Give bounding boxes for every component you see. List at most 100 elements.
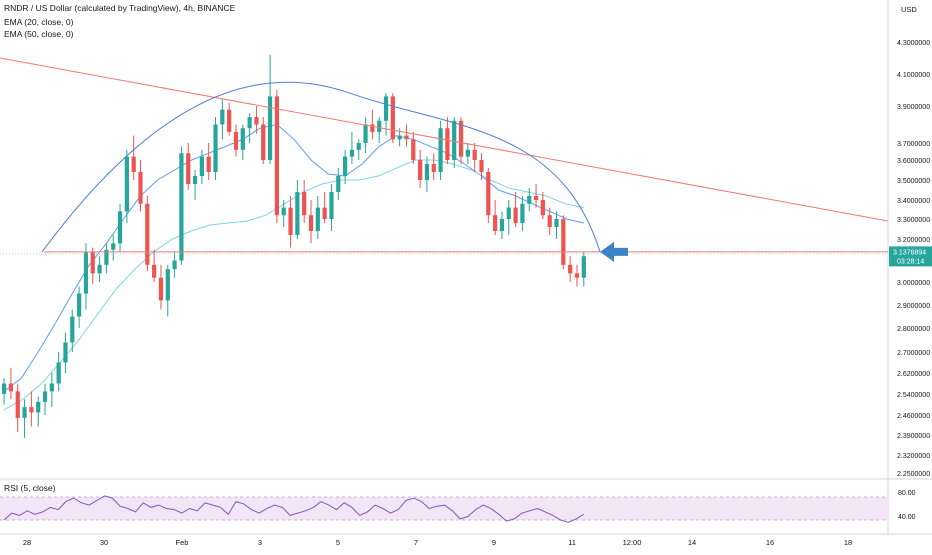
- candle-body: [424, 164, 430, 180]
- candle-body: [247, 117, 252, 129]
- time-tick-label: 5: [336, 538, 340, 547]
- candle-body: [418, 160, 423, 180]
- candle-body: [281, 207, 286, 216]
- time-tick-label: 7: [414, 538, 418, 547]
- candle-body: [2, 383, 7, 394]
- price-tick-label: 2.8000000: [897, 326, 930, 333]
- candle-body: [554, 219, 559, 227]
- current-price-label: 3.1376894: [893, 249, 926, 256]
- candle-body: [452, 120, 457, 160]
- candle-body: [465, 149, 470, 157]
- candle-body: [568, 264, 573, 274]
- price-tick-label: 3.0000000: [897, 280, 930, 287]
- candle-body: [179, 153, 184, 261]
- drawings: [0, 57, 889, 262]
- price-tick-label: 2.3200000: [897, 453, 930, 460]
- candle-body: [445, 128, 450, 160]
- price-tick-label: 2.3900000: [897, 433, 930, 440]
- candle-body: [349, 149, 355, 157]
- candle-body: [22, 407, 27, 418]
- candle-body: [172, 260, 177, 270]
- candle-body: [90, 251, 95, 274]
- candle-body: [261, 124, 266, 160]
- candle-body: [97, 264, 102, 274]
- time-tick-label: 11: [568, 538, 576, 547]
- time-tick-label: 18: [844, 538, 852, 547]
- time-tick-label: 16: [766, 538, 774, 547]
- candle-body: [56, 362, 61, 384]
- candle-body: [111, 243, 116, 250]
- candle-body: [233, 131, 239, 150]
- candle-body: [165, 269, 170, 301]
- price-tick-label: 2.5400000: [897, 392, 930, 399]
- candle-body: [240, 128, 245, 150]
- candle-body: [581, 256, 586, 278]
- candle-body: [158, 277, 164, 301]
- candle-body: [533, 196, 539, 200]
- candle-body: [513, 207, 518, 223]
- current-price-badge: [889, 246, 932, 267]
- time-tick-label: 28: [23, 538, 31, 547]
- time-tick-label: Feb: [176, 538, 189, 547]
- candle-body: [431, 164, 436, 172]
- price-tick-label: 2.6200000: [897, 371, 930, 378]
- candle-body: [302, 192, 307, 216]
- candle-body: [131, 156, 136, 172]
- candle-body: [145, 203, 150, 265]
- rsi-line: [3, 495, 585, 523]
- candle-body: [267, 96, 273, 160]
- candle-body: [397, 135, 402, 140]
- candle-body: [83, 251, 89, 294]
- price-tick-label: 2.7000000: [897, 350, 930, 357]
- candle-body: [63, 342, 68, 363]
- candle-body: [547, 215, 552, 227]
- ema50-legend[interactable]: EMA (50, close, 0): [4, 29, 74, 39]
- candle-body: [520, 203, 525, 223]
- candle-body: [363, 124, 368, 143]
- candle-body: [527, 196, 532, 204]
- price-axis[interactable]: 4.3000000 4.1000000 3.9000000 3.7000000 3.60…: [889, 5, 932, 521]
- candle-body: [390, 96, 395, 140]
- candle-body: [479, 160, 484, 172]
- candle-body: [561, 219, 566, 265]
- time-tick-label: 9: [492, 538, 496, 547]
- candle-body: [77, 293, 82, 317]
- arrow-icon: [600, 241, 628, 262]
- candle-body: [288, 207, 293, 235]
- candle-body: [540, 200, 545, 216]
- candle-body: [499, 219, 505, 231]
- candle-body: [29, 407, 34, 413]
- candle-body: [70, 316, 75, 343]
- main-pane[interactable]: [0, 0, 888, 478]
- candle-body: [574, 273, 580, 278]
- candle-body: [8, 383, 14, 392]
- price-tick-label: 3.7000000: [897, 141, 930, 148]
- candle-body: [254, 117, 259, 125]
- price-tick-label: 3.4000000: [897, 198, 930, 205]
- candle-body: [370, 124, 375, 132]
- time-axis[interactable]: 28 30 Feb 3 5 7 9 11 12:00 14 16 18: [23, 538, 852, 547]
- candle-body: [206, 156, 211, 172]
- price-tick-label: 4.3000000: [897, 40, 930, 47]
- candle-body: [322, 207, 327, 219]
- rsi-pane: [3, 495, 585, 523]
- price-tick-label: 2.4600000: [897, 413, 930, 420]
- time-tick-label: 30: [100, 538, 108, 547]
- candle-body: [315, 207, 320, 231]
- candle-body: [493, 215, 498, 231]
- price-tick-label: 3.5000000: [897, 178, 930, 185]
- candle-body: [138, 172, 143, 204]
- candle-body: [49, 383, 54, 392]
- candle-body: [104, 249, 109, 265]
- candle-body: [152, 264, 157, 278]
- symbol-legend[interactable]: RNDR / US Dollar (calculated by TradingV…: [4, 3, 236, 13]
- ema20-legend[interactable]: EMA (20, close, 0): [4, 17, 74, 27]
- rsi-legend[interactable]: RSI (5, close): [4, 483, 56, 493]
- trend-line: [0, 57, 889, 222]
- candle-body: [124, 156, 129, 212]
- time-tick-label: 12:00: [623, 538, 642, 547]
- candle-body: [377, 120, 382, 132]
- candle-body: [472, 149, 477, 160]
- candle-body: [213, 124, 218, 172]
